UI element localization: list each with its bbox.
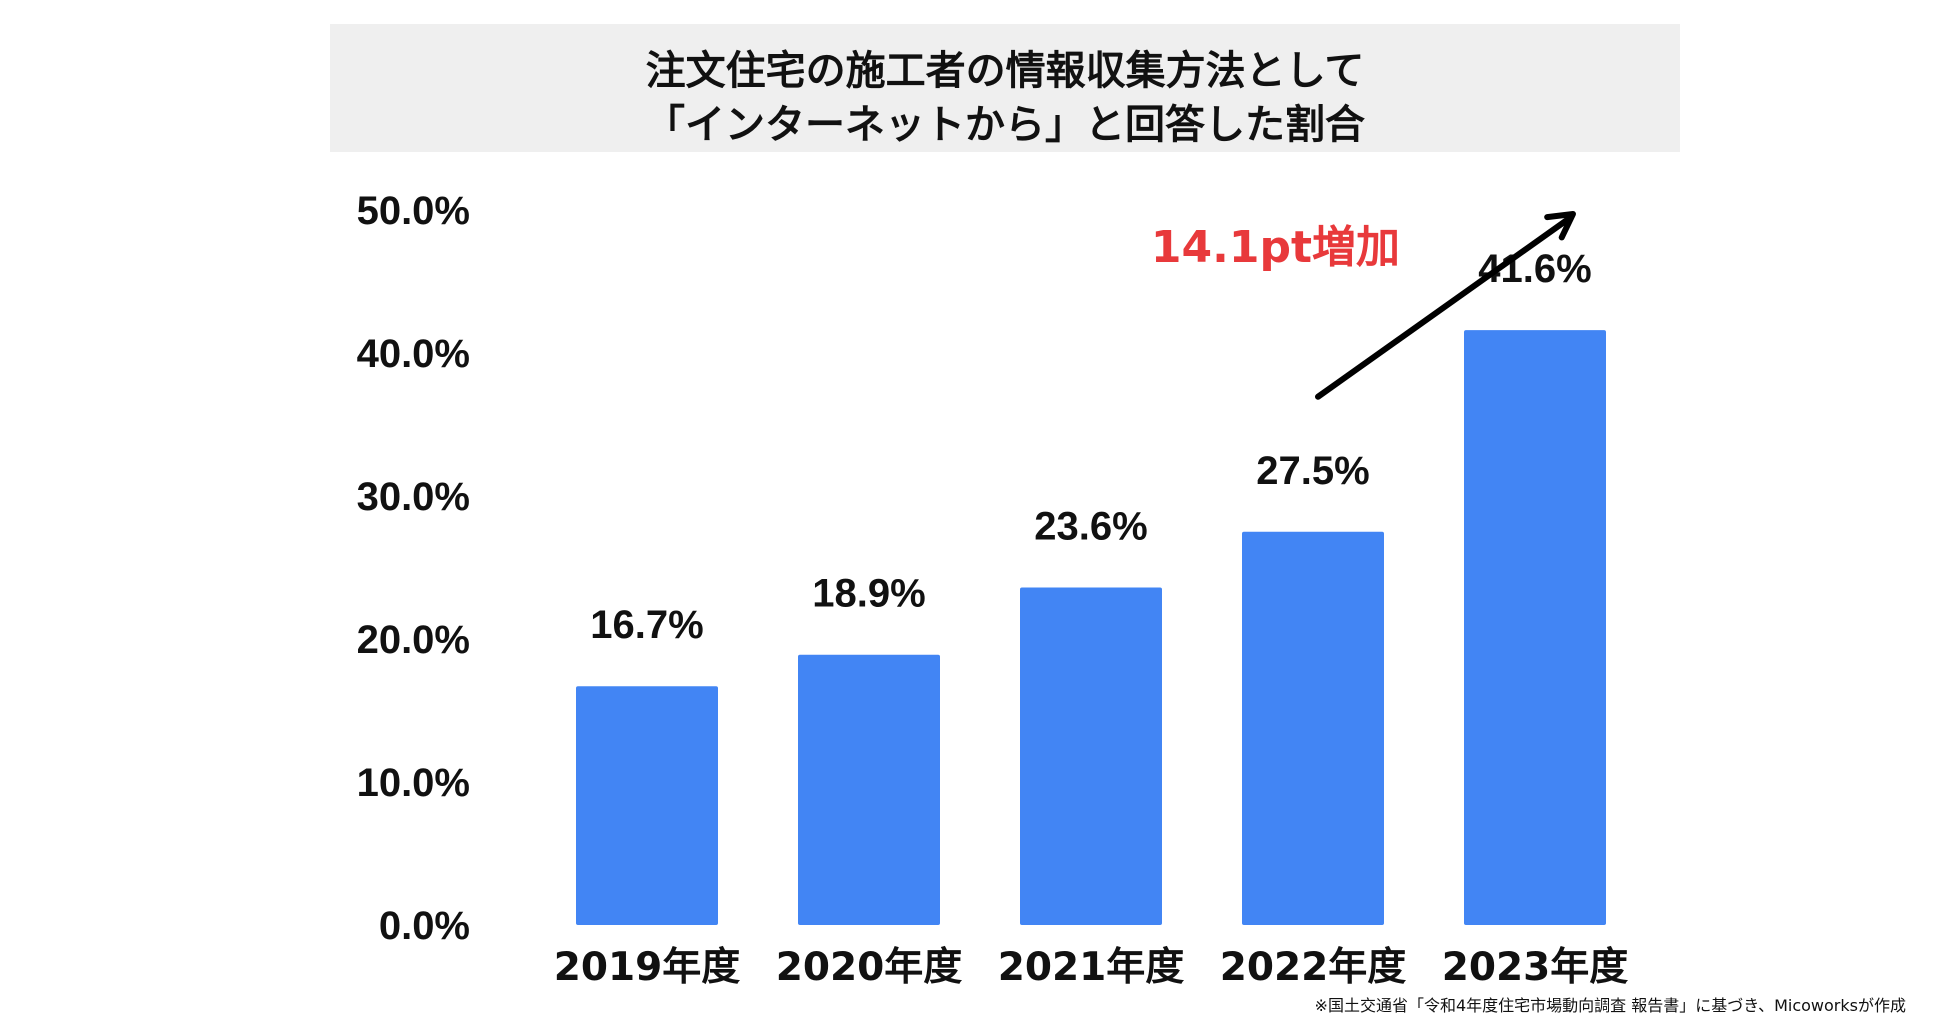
y-tick-label: 40.0% bbox=[357, 332, 470, 376]
y-tick-label: 0.0% bbox=[379, 904, 470, 948]
data-label: 16.7% bbox=[590, 603, 703, 647]
x-tick-label: 2022年度 bbox=[1220, 945, 1407, 990]
title-box: 注文住宅の施工者の情報収集方法として 「インターネットから」と回答した割合 bbox=[330, 24, 1680, 152]
increase-arrow bbox=[1315, 217, 1570, 400]
x-tick-label: 2020年度 bbox=[776, 945, 963, 990]
bar bbox=[1464, 330, 1606, 925]
y-tick-label: 10.0% bbox=[357, 761, 470, 805]
chart-title-line-2: 「インターネットから」と回答した割合 bbox=[645, 102, 1365, 148]
source-note: ※国土交通省「令和4年度住宅市場動向調査 報告書」に基づき、Micoworksが… bbox=[1314, 996, 1906, 1015]
y-tick-label: 20.0% bbox=[357, 618, 470, 662]
chart-title-line-1: 注文住宅の施工者の情報収集方法として bbox=[645, 48, 1365, 94]
data-label: 27.5% bbox=[1256, 449, 1369, 493]
bar bbox=[798, 654, 940, 925]
y-tick-label: 30.0% bbox=[357, 475, 470, 519]
bar bbox=[576, 686, 718, 925]
x-tick-label: 2019年度 bbox=[554, 945, 741, 990]
data-label: 18.9% bbox=[812, 572, 925, 616]
increase-annotation: 14.1pt増加 bbox=[1151, 222, 1400, 273]
data-label: 23.6% bbox=[1034, 505, 1147, 549]
x-tick-label: 2023年度 bbox=[1442, 945, 1629, 990]
bar bbox=[1242, 531, 1384, 925]
arrow-head-icon bbox=[1544, 211, 1576, 241]
bar bbox=[1020, 587, 1162, 925]
y-tick-label: 50.0% bbox=[357, 189, 470, 233]
x-tick-label: 2021年度 bbox=[998, 945, 1185, 990]
